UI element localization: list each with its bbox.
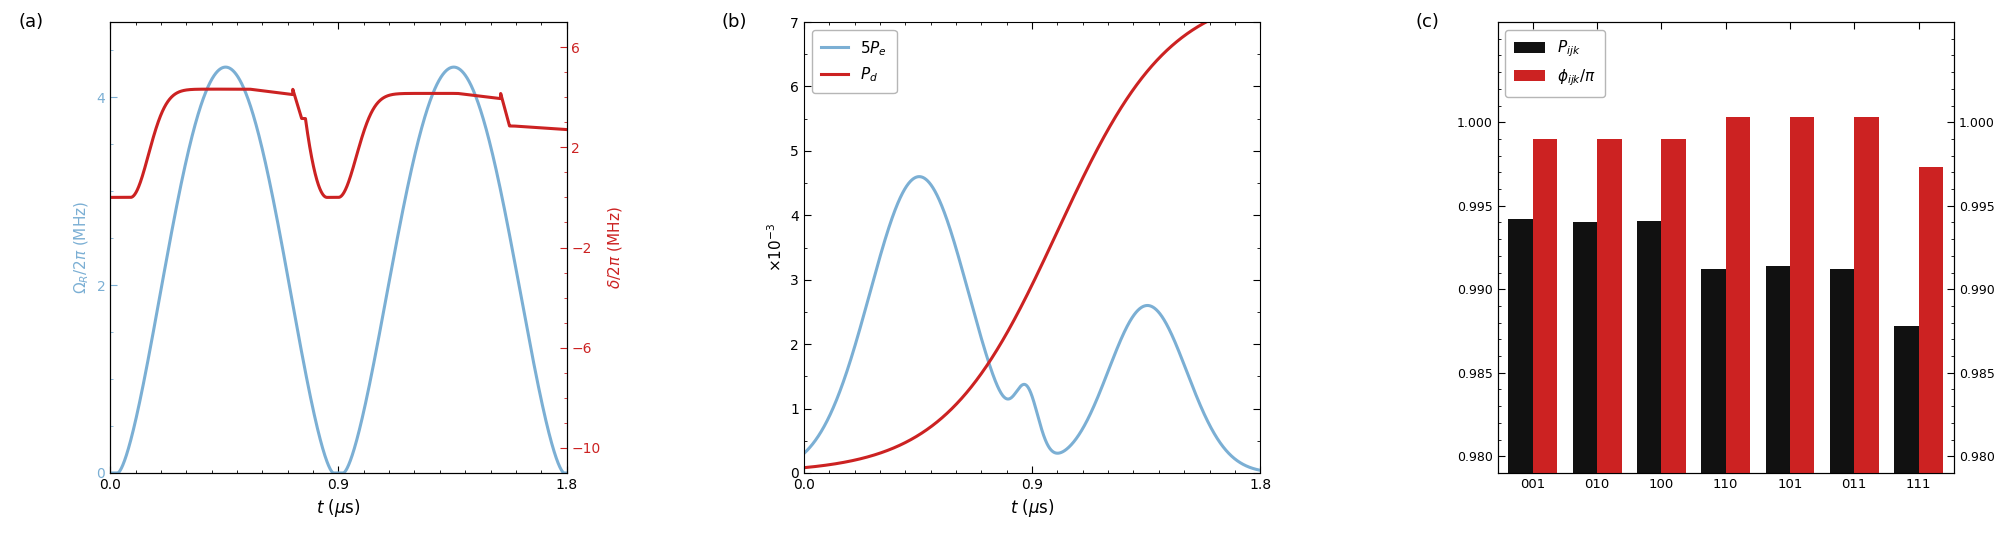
$5P_e$ <box>1248 467 1273 474</box>
Bar <box>1661 139 1685 550</box>
Y-axis label: $\Omega_R/2\pi$ (MHz): $\Omega_R/2\pi$ (MHz) <box>72 201 90 294</box>
Bar <box>1894 326 1918 550</box>
$P_d$ <box>986 344 1010 350</box>
Bar <box>1725 117 1749 550</box>
$5P_e$ <box>1238 465 1263 471</box>
Line: $P_d$: $P_d$ <box>804 3 1261 468</box>
$5P_e$ <box>844 339 868 346</box>
$P_d$ <box>1190 21 1214 28</box>
Line: $5P_e$: $5P_e$ <box>804 177 1261 470</box>
Bar <box>1597 139 1621 550</box>
Bar <box>1790 117 1814 550</box>
$P_d$ <box>872 449 896 455</box>
X-axis label: $t$ ($\mu$s): $t$ ($\mu$s) <box>1010 497 1054 519</box>
Bar <box>1701 269 1725 550</box>
Text: (a): (a) <box>18 13 44 31</box>
$P_d$ <box>844 456 868 463</box>
Bar <box>1766 266 1790 550</box>
$5P_e$ <box>1190 406 1214 413</box>
Bar <box>1830 269 1854 550</box>
Bar <box>1509 219 1533 550</box>
$5P_e$ <box>792 450 816 457</box>
Legend: $P_{ijk}$, $\phi_{ijk}/\pi$: $P_{ijk}$, $\phi_{ijk}/\pi$ <box>1505 30 1605 97</box>
$5P_e$ <box>872 243 896 250</box>
Bar <box>1533 139 1557 550</box>
Y-axis label: $\delta/2\pi$ (MHz): $\delta/2\pi$ (MHz) <box>607 206 623 289</box>
Text: (b): (b) <box>721 13 747 31</box>
Text: (c): (c) <box>1415 13 1439 31</box>
X-axis label: $t$ ($\mu$s): $t$ ($\mu$s) <box>317 497 361 519</box>
Bar <box>1637 221 1661 550</box>
$P_d$ <box>1238 2 1263 8</box>
$5P_e$ <box>968 327 992 334</box>
$P_d$ <box>966 373 990 380</box>
Legend: $5P_e$, $P_d$: $5P_e$, $P_d$ <box>812 30 896 93</box>
Bar <box>1573 222 1597 550</box>
Bar <box>1918 167 1944 550</box>
Bar <box>1854 117 1878 550</box>
$5P_e$ <box>908 173 932 180</box>
Y-axis label: $\times10^{-3}$: $\times10^{-3}$ <box>766 223 786 272</box>
$5P_e$ <box>986 386 1010 392</box>
$P_d$ <box>1248 0 1273 6</box>
$P_d$ <box>792 464 816 471</box>
